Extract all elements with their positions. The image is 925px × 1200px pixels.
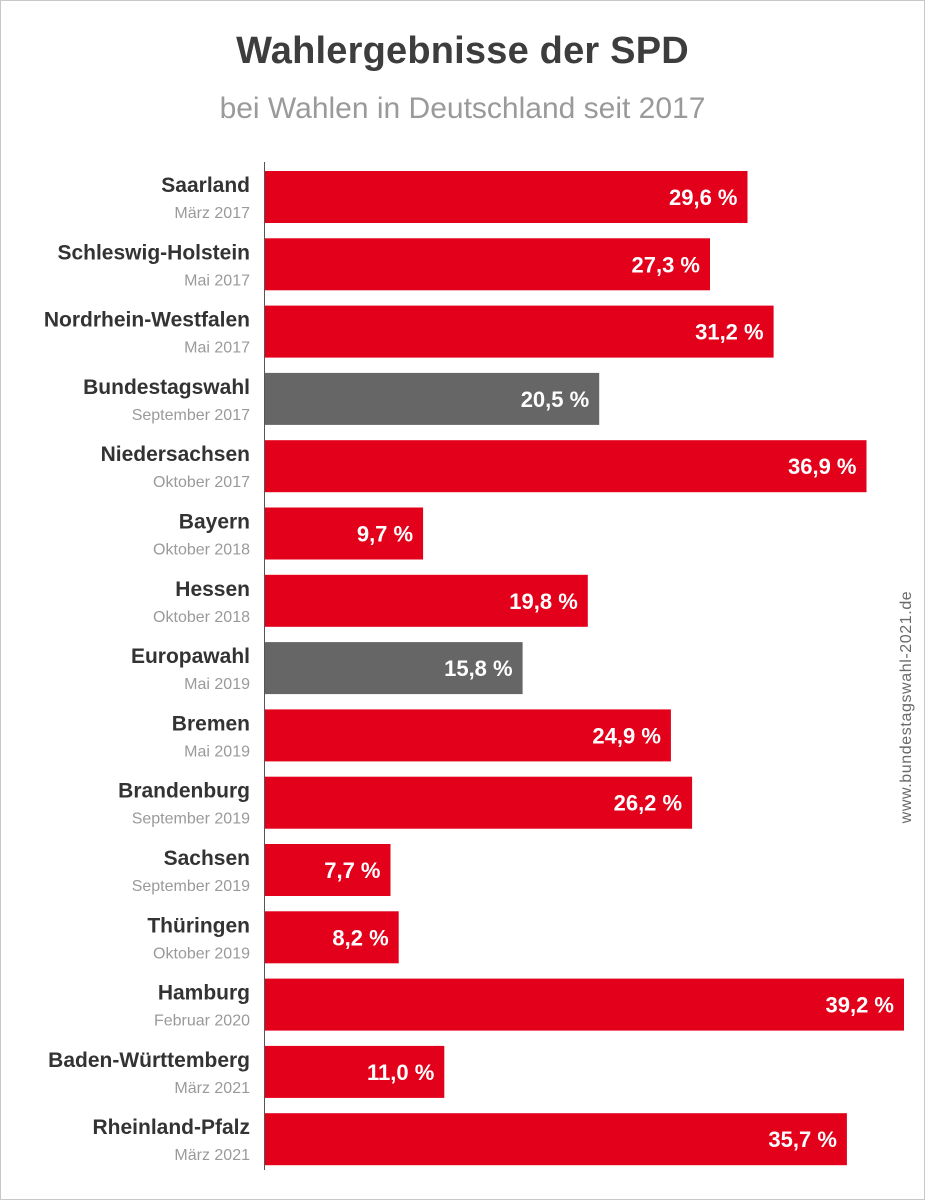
category-date-3: September 2017 <box>132 407 250 424</box>
category-date-2: Mai 2017 <box>184 340 250 357</box>
bar-value-label-11: 8,2 % <box>332 925 388 950</box>
category-date-1: Mai 2017 <box>184 272 250 289</box>
category-date-14: März 2021 <box>174 1147 250 1164</box>
bar-value-label-9: 26,2 % <box>614 791 683 816</box>
bar-9 <box>265 776 693 829</box>
bar-13 <box>265 1045 445 1098</box>
bar-value-label-1: 27,3 % <box>632 252 701 277</box>
category-date-7: Mai 2019 <box>184 676 250 693</box>
bar-value-label-6: 19,8 % <box>509 589 578 614</box>
bar-2 <box>265 305 774 358</box>
bar-8 <box>265 709 671 762</box>
category-date-8: Mai 2019 <box>184 743 250 760</box>
category-date-10: September 2019 <box>132 878 250 895</box>
bar-value-label-5: 9,7 % <box>357 522 413 547</box>
bar-value-label-2: 31,2 % <box>695 320 764 345</box>
bar-12 <box>265 978 904 1031</box>
bar-value-label-14: 35,7 % <box>768 1127 837 1152</box>
category-name-7: Europawahl <box>131 645 250 668</box>
category-name-3: Bundestagswahl <box>83 376 250 399</box>
bar-7 <box>265 642 523 695</box>
category-name-14: Rheinland-Pfalz <box>92 1116 250 1139</box>
chart-title: Wahlergebnisse der SPD <box>236 30 689 72</box>
bar-14 <box>265 1113 847 1166</box>
bar-value-label-4: 36,9 % <box>788 454 857 479</box>
category-date-12: Februar 2020 <box>154 1013 250 1030</box>
bar-5 <box>265 507 424 560</box>
bar-value-label-10: 7,7 % <box>324 858 380 883</box>
category-name-9: Brandenburg <box>118 780 250 803</box>
bar-6 <box>265 574 588 627</box>
bar-value-label-12: 39,2 % <box>826 993 895 1018</box>
category-name-13: Baden-Württemberg <box>48 1049 250 1072</box>
bar-4 <box>265 440 867 493</box>
category-name-6: Hessen <box>175 578 250 601</box>
category-date-4: Oktober 2017 <box>153 474 250 491</box>
bar-0 <box>265 171 748 223</box>
category-name-1: Schleswig-Holstein <box>57 241 250 264</box>
category-name-8: Bremen <box>172 712 250 735</box>
category-name-2: Nordrhein-Westfalen <box>44 309 250 332</box>
category-labels-group: Saarland März 2017 Schleswig-Holstein Mai 2… <box>44 174 250 1164</box>
category-name-0: Saarland <box>161 174 250 197</box>
bar-11 <box>265 911 399 964</box>
bar-10 <box>265 844 391 896</box>
bar-value-label-0: 29,6 % <box>669 185 738 210</box>
chart-subtitle: bei Wahlen in Deutschland seit 2017 <box>219 92 706 125</box>
bars-group: 29,6 % 27,3 % 31,2 % 20,5 % 36,9 % 9,7 % 19,8 … <box>265 171 904 1166</box>
category-name-5: Bayern <box>179 511 250 534</box>
category-name-4: Niedersachsen <box>101 443 250 466</box>
bar-3 <box>265 372 600 425</box>
bar-value-label-8: 24,9 % <box>592 723 661 748</box>
category-date-11: Oktober 2019 <box>153 945 250 962</box>
bar-1 <box>265 238 710 291</box>
category-date-5: Oktober 2018 <box>153 542 250 559</box>
category-name-10: Sachsen <box>164 847 250 870</box>
bar-value-label-7: 15,8 % <box>444 656 513 681</box>
bar-value-label-3: 20,5 % <box>521 387 590 412</box>
category-name-12: Hamburg <box>158 982 250 1005</box>
category-date-6: Oktober 2018 <box>153 609 250 626</box>
category-date-9: September 2019 <box>132 811 250 828</box>
category-date-13: März 2021 <box>174 1080 250 1097</box>
bar-value-label-13: 11,0 % <box>367 1060 434 1085</box>
category-date-0: März 2017 <box>174 205 250 222</box>
category-name-11: Thüringen <box>147 914 250 937</box>
